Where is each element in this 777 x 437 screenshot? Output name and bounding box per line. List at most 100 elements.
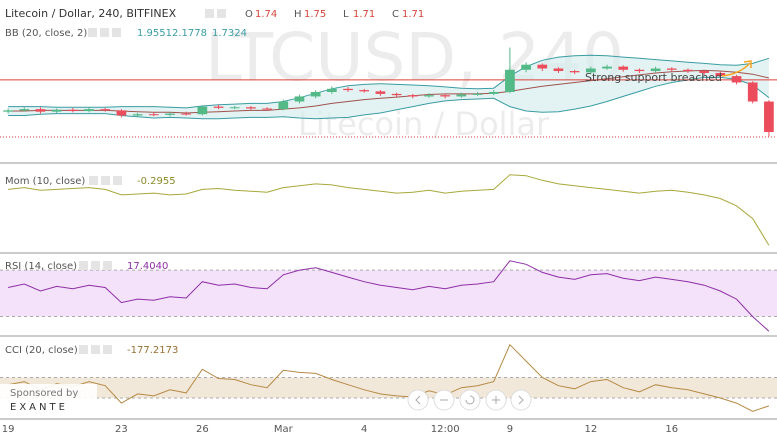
sponsor-name: EXANTE: [10, 402, 68, 413]
candle-body: [213, 106, 224, 108]
candle-body: [569, 71, 580, 73]
candle-body: [294, 96, 305, 102]
icon[interactable]: [88, 28, 97, 37]
indicator-line: [8, 174, 770, 246]
bollinger-lower: [8, 76, 770, 120]
icon[interactable]: [100, 28, 109, 37]
icon[interactable]: [91, 345, 100, 354]
candle-body: [181, 113, 192, 115]
bollinger-middle: [8, 69, 770, 114]
scroll-right-button[interactable]: [510, 389, 532, 411]
icon[interactable]: [112, 28, 121, 37]
candle-body: [229, 107, 240, 109]
indicator-readout: 2.1778: [172, 28, 207, 39]
candle-body: [407, 95, 418, 97]
candle-body: [731, 76, 742, 83]
candle-body: [51, 109, 62, 112]
candle-body: [165, 113, 175, 115]
ohlc-value: 1.75: [304, 9, 326, 20]
indicator-line: [8, 343, 770, 412]
candle-body: [3, 110, 13, 112]
indicator-readout: 17.4040: [127, 261, 168, 272]
candle-body: [246, 107, 256, 109]
candle-body: [715, 72, 726, 77]
candle-body: [278, 101, 289, 110]
plots: [0, 47, 777, 412]
indicator-label: CCI (20, close): [5, 345, 78, 356]
candle-body: [764, 101, 774, 132]
candle-body: [148, 114, 159, 116]
reset-button[interactable]: [459, 389, 481, 411]
candle-body: [553, 68, 564, 72]
band-fill: [0, 270, 777, 317]
candle-body: [505, 69, 515, 92]
candle-body: [100, 109, 111, 111]
candle-body: [666, 68, 677, 70]
x-axis: 19 23 26 Mar 4 12:00 9 12 16: [2, 424, 678, 435]
ohlc-readouts: O 1.74 H 1.75 L 1.71 C 1.71: [245, 9, 424, 20]
candle-body: [747, 82, 758, 102]
annotation: Strong support breached: [585, 71, 722, 84]
scroll-left-button[interactable]: [407, 389, 429, 411]
icon[interactable]: [91, 261, 100, 270]
candle-body: [116, 110, 127, 116]
candle-body: [634, 69, 645, 72]
candle-body: [699, 71, 710, 73]
indicator-readout: 1.9551: [137, 28, 172, 39]
x-tick-label: 4: [361, 424, 367, 435]
indicator-line: [7, 260, 770, 332]
icon[interactable]: [79, 261, 88, 270]
indicator-label: BB (20, close, 2): [5, 28, 87, 39]
indicator-label: Mom (10, close): [5, 176, 85, 187]
x-tick-label: 12:00: [431, 424, 460, 435]
candle-body: [488, 92, 499, 94]
icon[interactable]: [103, 345, 112, 354]
x-tick-label: 23: [115, 424, 128, 435]
candle-body: [310, 92, 321, 97]
indicator-readout: -0.2955: [137, 176, 176, 187]
band-fill: [0, 377, 777, 398]
candle-body: [424, 95, 434, 97]
x-tick-label: 9: [507, 424, 513, 435]
annotation-arrow: [721, 62, 751, 77]
x-tick-label: 19: [2, 424, 15, 435]
indicator-label: RSI (14, close): [5, 261, 77, 272]
candle-body: [326, 88, 337, 92]
icon[interactable]: [101, 176, 110, 185]
x-tick-label: Mar: [274, 424, 294, 435]
candle-body: [391, 93, 402, 96]
icon[interactable]: [89, 176, 98, 185]
chart-title: Litecoin / Dollar, 240, BITFINEX: [5, 7, 177, 20]
candle-body: [683, 69, 693, 72]
candle-body: [132, 114, 143, 116]
candle-body: [440, 95, 451, 97]
header-icons: [79, 9, 226, 354]
candle-body: [359, 90, 370, 92]
candle-body: [650, 68, 661, 72]
candle-body: [35, 109, 46, 112]
ohlc-name: L: [343, 9, 349, 20]
x-tick-label: 26: [196, 424, 209, 435]
indicator-readout: -177.2173: [127, 345, 178, 356]
icon[interactable]: [217, 9, 226, 18]
icon[interactable]: [103, 261, 112, 270]
candle-body: [262, 108, 272, 110]
nav-glyphs: [415, 395, 524, 405]
icon[interactable]: [113, 176, 122, 185]
ohlc-name: O: [245, 9, 253, 20]
icon[interactable]: [79, 345, 88, 354]
sponsor-background: [0, 384, 97, 416]
candle-body: [585, 68, 596, 73]
sponsor-box[interactable]: Sponsored by EXANTE: [0, 384, 97, 416]
candle-body: [67, 109, 78, 112]
candle-body: [375, 91, 386, 94]
indicator-readout: 1.7324: [212, 28, 247, 39]
candle-body: [602, 66, 612, 69]
candle-body: [456, 94, 467, 97]
icon[interactable]: [205, 9, 214, 18]
ohlc-value: 1.74: [255, 9, 277, 20]
ohlc-name: H: [294, 9, 302, 20]
annotation-arrowhead: [743, 60, 752, 68]
candle-body: [521, 64, 531, 70]
